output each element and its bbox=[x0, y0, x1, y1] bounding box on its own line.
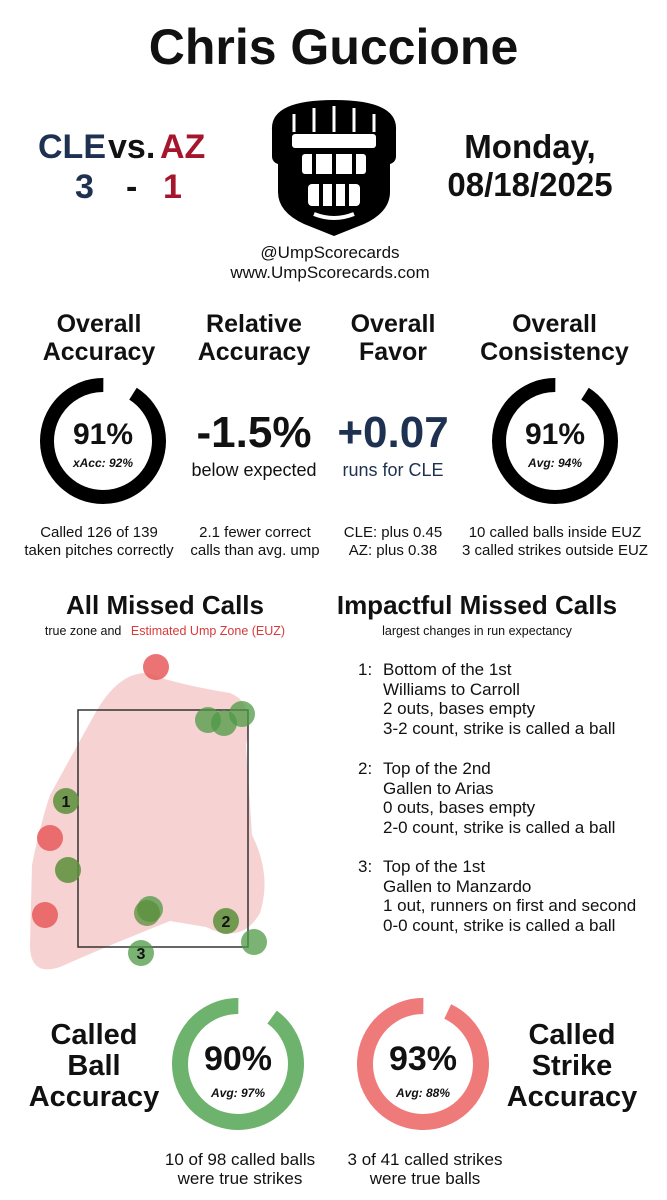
overall-favor-heading: Overall Favor bbox=[350, 310, 436, 366]
overall-consistency-note: 10 called balls inside EUZ 3 called strik… bbox=[462, 524, 648, 559]
called-ball-value: 90% bbox=[203, 1040, 273, 1078]
called-strike-avg: Avg: 88% bbox=[395, 1086, 451, 1100]
called-ball-ring bbox=[172, 998, 304, 1130]
overall-consistency-value: 91% bbox=[524, 418, 586, 451]
missed-pitch bbox=[241, 929, 267, 955]
relative-accuracy-note: 2.1 fewer correct calls than avg. ump bbox=[190, 524, 320, 559]
game-date: Monday, 08/18/2025 bbox=[405, 128, 655, 204]
called-ball-avg: Avg: 97% bbox=[210, 1086, 266, 1100]
impactful-subtitle: largest changes in run expectancy bbox=[382, 624, 572, 638]
relative-accuracy-sub: below expected bbox=[191, 460, 317, 480]
pitch-label-3: 3 bbox=[137, 946, 146, 963]
called-ball-accuracy-heading: Called Ball Accuracy bbox=[28, 1019, 160, 1113]
impactful-item: 1: Bottom of the 1st Williams to Carroll … bbox=[358, 660, 616, 738]
website-link[interactable]: www.UmpScorecards.com bbox=[230, 263, 430, 282]
umpire-name: Chris Guccione bbox=[148, 19, 519, 75]
score-dash: - bbox=[126, 168, 138, 206]
overall-accuracy-note: Called 126 of 139 taken pitches correctly bbox=[24, 524, 174, 559]
date-value: 08/18/2025 bbox=[447, 166, 613, 203]
weekday: Monday, bbox=[464, 128, 596, 165]
impactful-missed-calls-title: Impactful Missed Calls bbox=[336, 590, 618, 620]
home-score: 1 bbox=[163, 168, 182, 206]
missed-pitch bbox=[134, 900, 160, 926]
impactful-item: 3: Top of the 1st Gallen to Manzardo 1 ou… bbox=[358, 857, 637, 935]
strike-zone-plot: 1 2 3 bbox=[30, 654, 267, 970]
overall-consistency-ring bbox=[492, 378, 618, 504]
missed-pitch bbox=[143, 654, 169, 680]
xacc-label: xAcc: 92% bbox=[72, 456, 134, 470]
missed-pitch bbox=[128, 940, 154, 966]
euz-area bbox=[30, 673, 265, 970]
umpire-mask-icon bbox=[271, 100, 397, 236]
missed-pitch bbox=[53, 788, 79, 814]
missed-pitch bbox=[55, 857, 81, 883]
pitch-label-2: 2 bbox=[222, 914, 231, 931]
missed-pitch bbox=[213, 908, 239, 934]
missed-pitch bbox=[37, 825, 63, 851]
overall-favor-note: CLE: plus 0.45 AZ: plus 0.38 bbox=[343, 524, 443, 559]
called-strike-value: 93% bbox=[388, 1040, 458, 1078]
true-zone bbox=[77, 709, 249, 948]
relative-accuracy-value: -1.5% bbox=[196, 408, 312, 457]
missed-pitch bbox=[32, 902, 58, 928]
missed-pitch bbox=[229, 701, 255, 727]
credits: @UmpScorecards www.UmpScorecards.com bbox=[180, 243, 480, 283]
called-strike-accuracy-heading: Called Strike Accuracy bbox=[506, 1019, 638, 1113]
twitter-handle[interactable]: @UmpScorecards bbox=[260, 243, 400, 262]
consistency-avg-label: Avg: 94% bbox=[527, 456, 583, 470]
called-strike-note: 3 of 41 called strikes were true balls bbox=[347, 1150, 503, 1188]
away-score: 3 bbox=[75, 168, 94, 206]
all-missed-calls-title: All Missed Calls bbox=[66, 590, 264, 620]
overall-consistency-heading: Overall Consistency bbox=[480, 310, 629, 366]
overall-favor-sub: runs for CLE bbox=[342, 460, 444, 480]
relative-accuracy-heading: Relative Accuracy bbox=[197, 310, 311, 366]
euz-legend: Estimated Ump Zone (EUZ) bbox=[130, 624, 286, 638]
zone-legend: true zone and Estimated Ump Zone (EUZ) bbox=[10, 624, 320, 638]
vs-label: vs. bbox=[108, 128, 156, 166]
overall-accuracy-ring bbox=[40, 378, 166, 504]
called-ball-note: 10 of 98 called balls were true strikes bbox=[164, 1150, 316, 1188]
overall-accuracy-value: 91% bbox=[72, 418, 134, 451]
away-team: CLE bbox=[38, 128, 106, 166]
pitch-label-1: 1 bbox=[62, 794, 71, 811]
called-strike-ring bbox=[357, 998, 489, 1130]
overall-accuracy-heading: Overall Accuracy bbox=[42, 310, 156, 366]
overall-favor-value: +0.07 bbox=[337, 408, 449, 457]
home-team: AZ bbox=[160, 128, 206, 166]
impactful-item: 2: Top of the 2nd Gallen to Arias 0 outs,… bbox=[358, 759, 616, 837]
true-zone-legend: true zone and bbox=[44, 624, 122, 638]
